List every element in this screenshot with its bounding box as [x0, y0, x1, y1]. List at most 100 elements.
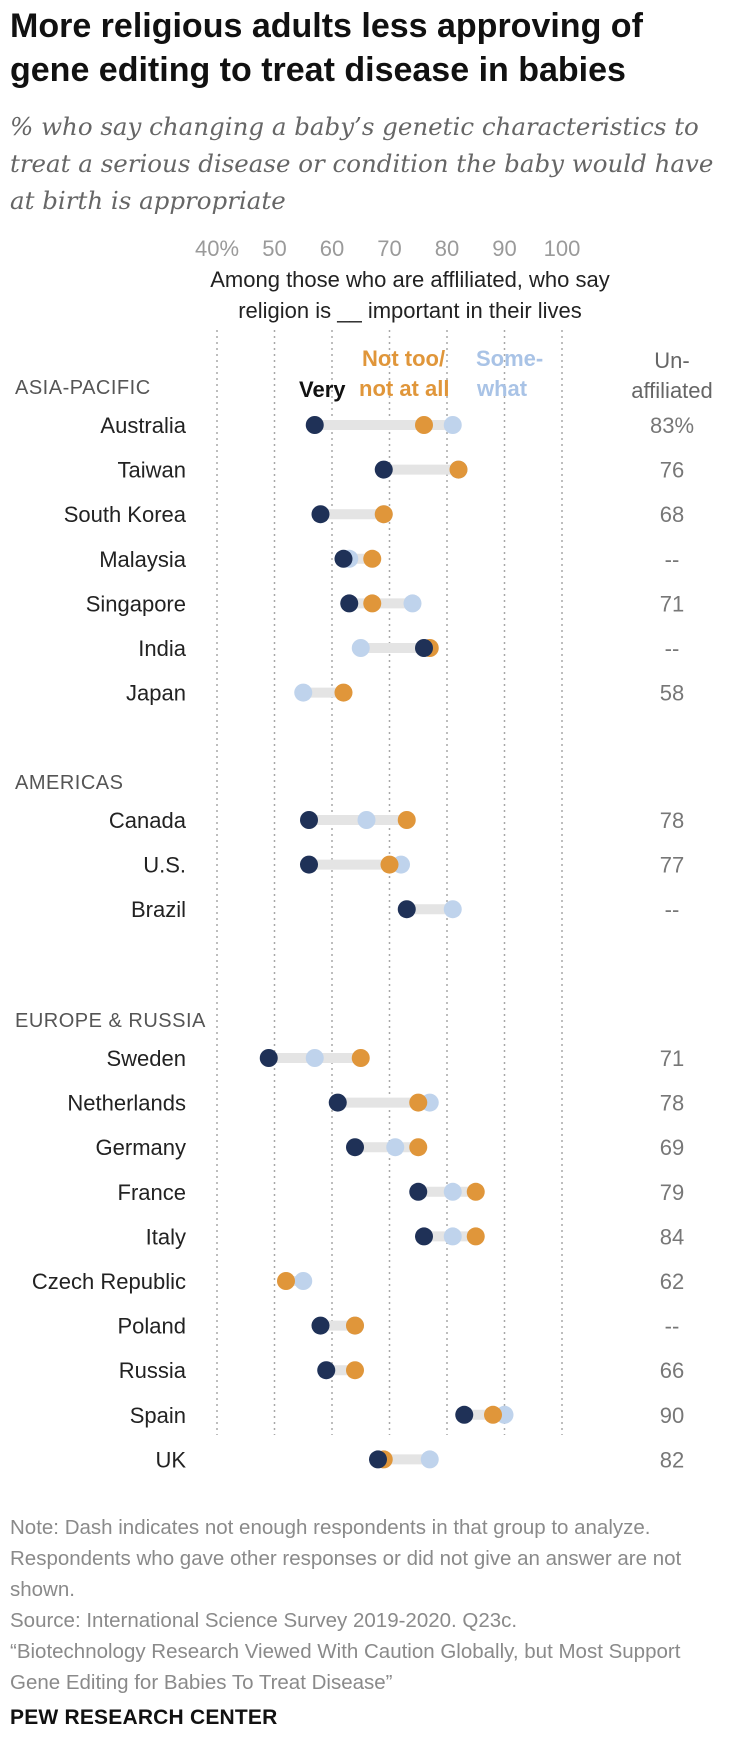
country-row: Italy 84 — [146, 1224, 685, 1249]
unaffiliated-value: 66 — [660, 1358, 684, 1383]
very-dot — [305, 416, 324, 434]
not-too-dot — [363, 594, 382, 613]
somewhat-dot — [294, 683, 313, 702]
not-too-dot — [397, 811, 416, 829]
unaffiliated-value: 76 — [660, 458, 684, 483]
x-tick-label: 60 — [320, 236, 344, 261]
country-label: Taiwan — [118, 458, 186, 483]
very-dot — [374, 460, 393, 479]
somewhat-dot — [443, 900, 462, 919]
country-label: Netherlands — [67, 1091, 186, 1116]
legend-somewhat-line-2: what — [476, 376, 528, 401]
country-row: Czech Republic 62 — [32, 1269, 684, 1294]
x-tick-label: 100 — [544, 236, 581, 261]
country-label: Sweden — [106, 1046, 186, 1071]
not-too-dot — [409, 1093, 428, 1112]
somewhat-dot — [351, 639, 370, 657]
somewhat-dot — [403, 594, 422, 613]
somewhat-dot — [305, 1049, 324, 1067]
country-row: Australia 83% — [100, 413, 694, 438]
country-label: Japan — [126, 681, 186, 706]
x-axis-ticks: 40% 50 60 70 80 90 100 — [195, 236, 580, 261]
x-tick-label: 90 — [492, 236, 516, 261]
country-label: Poland — [117, 1314, 186, 1339]
country-label: South Korea — [64, 502, 187, 527]
not-too-dot — [363, 549, 382, 568]
country-row: Spain 90 — [130, 1403, 685, 1428]
x-tick-label: 50 — [262, 236, 286, 261]
very-dot — [300, 855, 318, 874]
headnote-line-1: Among those who are affliliated, who say — [210, 267, 610, 292]
not-too-dot — [466, 1227, 485, 1246]
legend-not-too-line-2: not at all — [359, 376, 449, 401]
unaffiliated-value: 71 — [660, 1046, 684, 1071]
country-row: Malaysia -- — [99, 547, 679, 572]
very-dot — [455, 1405, 474, 1424]
legend-not-too-line-1: Not too/ — [362, 346, 445, 371]
unaffiliated-value: 79 — [660, 1180, 684, 1205]
unaffiliated-value: -- — [665, 1314, 680, 1339]
country-row: France 79 — [118, 1180, 685, 1205]
country-row: UK 82 — [155, 1447, 684, 1472]
country-label: U.S. — [143, 853, 186, 878]
country-label: UK — [155, 1447, 186, 1472]
very-dot — [300, 811, 318, 829]
not-too-dot — [449, 460, 468, 479]
unaffiliated-header-line-1: Un- — [654, 348, 689, 373]
unaffiliated-value: 69 — [660, 1135, 684, 1160]
not-too-dot — [334, 683, 353, 702]
region-label: AMERICAS — [15, 772, 123, 794]
very-dot — [369, 1450, 387, 1469]
region-label: EUROPE & RUSSIA — [15, 1010, 206, 1032]
note-text: Note: Dash indicates not enough responde… — [10, 1516, 682, 1601]
unaffiliated-value: 77 — [660, 853, 684, 878]
not-too-dot — [374, 505, 393, 524]
legend-very: Very — [299, 377, 346, 402]
not-too-dot — [346, 1361, 364, 1380]
not-too-dot — [409, 1138, 428, 1157]
unaffiliated-value: 62 — [660, 1269, 684, 1294]
somewhat-dot — [357, 811, 376, 829]
country-label: Brazil — [131, 897, 186, 922]
notes: Note: Dash indicates not enough responde… — [10, 1512, 730, 1698]
country-row: South Korea 68 — [64, 502, 685, 527]
very-dot — [415, 639, 433, 657]
very-dot — [397, 900, 416, 919]
unaffiliated-value: -- — [665, 547, 680, 572]
unaffiliated-header-line-2: affiliated — [631, 378, 713, 403]
country-label: France — [118, 1180, 186, 1205]
country-row: India -- — [138, 636, 679, 661]
unaffiliated-value: 90 — [660, 1403, 684, 1428]
unaffiliated-value: 58 — [660, 681, 684, 706]
somewhat-dot — [294, 1272, 313, 1290]
x-tick-label: 70 — [377, 236, 401, 261]
country-label: Canada — [109, 808, 187, 833]
country-row: Germany 69 — [96, 1135, 685, 1160]
country-label: Russia — [119, 1358, 187, 1383]
unaffiliated-value: 78 — [660, 1091, 684, 1116]
unaffiliated-value: 84 — [660, 1224, 684, 1249]
not-too-dot — [466, 1182, 485, 1201]
very-dot — [311, 1316, 330, 1335]
legend: Very Not too/ not at all Some- what — [299, 346, 543, 402]
report-title: “Biotechnology Research Viewed With Caut… — [10, 1640, 681, 1694]
region-label: ASIA-PACIFIC — [15, 377, 151, 399]
somewhat-dot — [386, 1138, 405, 1157]
country-label: Czech Republic — [32, 1269, 186, 1294]
country-label: Germany — [96, 1135, 186, 1160]
chart-rows: ASIA-PACIFIC Australia 83% Taiwan 76 South Ko… — [15, 377, 694, 1472]
country-row: Japan 58 — [126, 681, 684, 706]
somewhat-dot — [443, 1227, 462, 1246]
not-too-dot — [277, 1272, 295, 1290]
very-dot — [415, 1227, 433, 1246]
not-too-dot — [415, 416, 433, 434]
very-dot — [334, 549, 353, 568]
country-row: Taiwan 76 — [118, 458, 685, 483]
unaffiliated-value: 71 — [660, 591, 684, 616]
unaffiliated-value: 78 — [660, 808, 684, 833]
headnote-background — [165, 260, 657, 330]
country-label: Italy — [146, 1224, 186, 1249]
somewhat-dot — [443, 1182, 462, 1201]
country-row: Russia 66 — [119, 1358, 684, 1383]
chart-title: More religious adults less approving of … — [10, 7, 643, 89]
